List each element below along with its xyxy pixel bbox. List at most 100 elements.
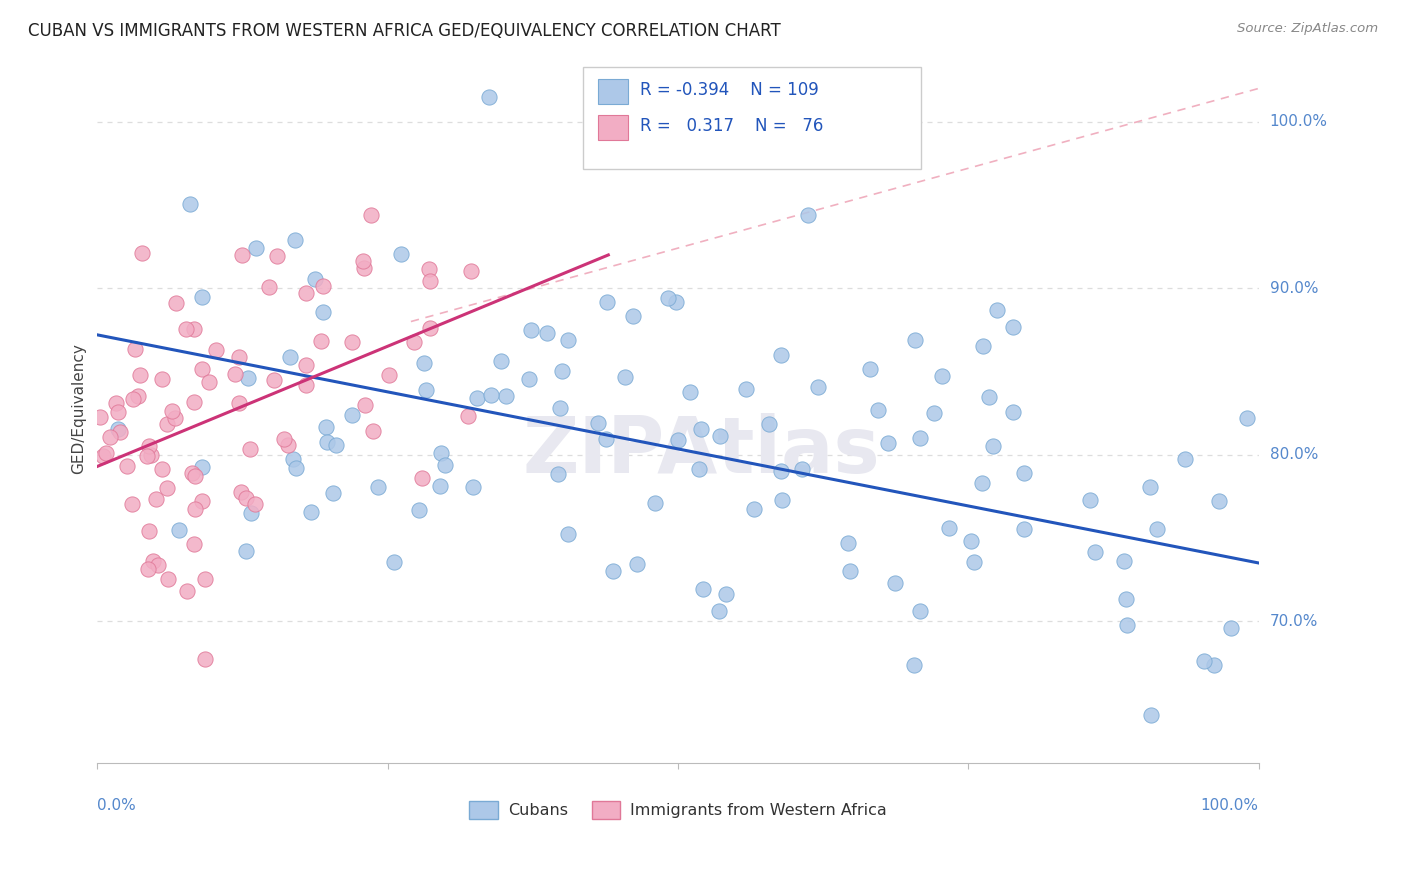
- Point: [165, 296, 187, 310]
- Point: [408, 502, 430, 516]
- Point: [128, 368, 150, 383]
- Point: [367, 480, 389, 494]
- Point: [979, 391, 1001, 405]
- Point: [316, 435, 339, 450]
- Text: ZIPAtlas: ZIPAtlas: [523, 413, 880, 490]
- Text: 0.0%: 0.0%: [97, 798, 136, 814]
- Text: 80.0%: 80.0%: [1270, 447, 1317, 462]
- Point: [236, 371, 259, 385]
- Point: [315, 419, 337, 434]
- Point: [517, 372, 540, 386]
- Point: [665, 294, 688, 309]
- Point: [1140, 707, 1163, 722]
- Point: [278, 351, 301, 365]
- Point: [139, 449, 162, 463]
- Point: [986, 303, 1008, 318]
- Point: [228, 396, 250, 410]
- Point: [586, 416, 609, 430]
- Point: [124, 342, 146, 356]
- Point: [688, 462, 710, 476]
- Point: [1115, 618, 1137, 632]
- Legend: Cubans, Immigrants from Western Africa: Cubans, Immigrants from Western Africa: [463, 795, 893, 826]
- Point: [257, 279, 280, 293]
- Point: [922, 406, 945, 420]
- Point: [104, 396, 127, 410]
- Point: [679, 385, 702, 400]
- Point: [547, 467, 569, 481]
- Point: [194, 572, 217, 586]
- Point: [194, 652, 217, 666]
- Point: [709, 429, 731, 443]
- Point: [1202, 658, 1225, 673]
- Point: [461, 480, 484, 494]
- Point: [1001, 319, 1024, 334]
- Point: [1012, 466, 1035, 480]
- Point: [152, 372, 174, 386]
- Point: [876, 435, 898, 450]
- Point: [557, 527, 579, 541]
- Point: [666, 434, 689, 448]
- Point: [281, 452, 304, 467]
- Point: [325, 437, 347, 451]
- Point: [1236, 411, 1258, 425]
- Point: [183, 394, 205, 409]
- Point: [910, 604, 932, 618]
- Point: [285, 461, 308, 475]
- Point: [963, 555, 986, 569]
- Point: [614, 370, 637, 384]
- Point: [602, 564, 624, 578]
- Point: [165, 410, 187, 425]
- Point: [903, 658, 925, 673]
- Point: [418, 261, 440, 276]
- Point: [1174, 452, 1197, 467]
- Point: [557, 333, 579, 347]
- Point: [908, 431, 931, 445]
- Point: [156, 481, 179, 495]
- Point: [263, 373, 285, 387]
- Point: [121, 497, 143, 511]
- Point: [429, 479, 451, 493]
- Point: [520, 323, 543, 337]
- Point: [156, 417, 179, 431]
- Point: [229, 485, 252, 500]
- Point: [489, 354, 512, 368]
- Point: [107, 405, 129, 419]
- Point: [769, 348, 792, 362]
- Point: [621, 309, 644, 323]
- Point: [1208, 494, 1230, 508]
- Point: [197, 375, 219, 389]
- Point: [353, 260, 375, 275]
- Point: [266, 249, 288, 263]
- Point: [1112, 554, 1135, 568]
- Point: [389, 247, 412, 261]
- Point: [868, 403, 890, 417]
- Point: [859, 361, 882, 376]
- Point: [354, 398, 377, 412]
- Text: 70.0%: 70.0%: [1270, 614, 1317, 629]
- Point: [595, 432, 617, 446]
- Point: [960, 534, 983, 549]
- Point: [138, 524, 160, 538]
- Point: [460, 264, 482, 278]
- Point: [419, 321, 441, 335]
- Point: [714, 587, 737, 601]
- Text: 100.0%: 100.0%: [1270, 114, 1327, 129]
- Point: [551, 364, 574, 378]
- Point: [790, 462, 813, 476]
- Point: [1219, 621, 1241, 635]
- Point: [183, 322, 205, 336]
- Point: [479, 388, 502, 402]
- Point: [131, 245, 153, 260]
- Point: [690, 422, 713, 436]
- Point: [136, 562, 159, 576]
- Text: 90.0%: 90.0%: [1270, 281, 1319, 296]
- Point: [972, 339, 994, 353]
- Point: [478, 89, 501, 103]
- Point: [191, 494, 214, 508]
- Point: [148, 558, 170, 573]
- Point: [548, 401, 571, 415]
- Point: [174, 322, 197, 336]
- Point: [404, 334, 426, 349]
- Point: [495, 389, 517, 403]
- Point: [228, 350, 250, 364]
